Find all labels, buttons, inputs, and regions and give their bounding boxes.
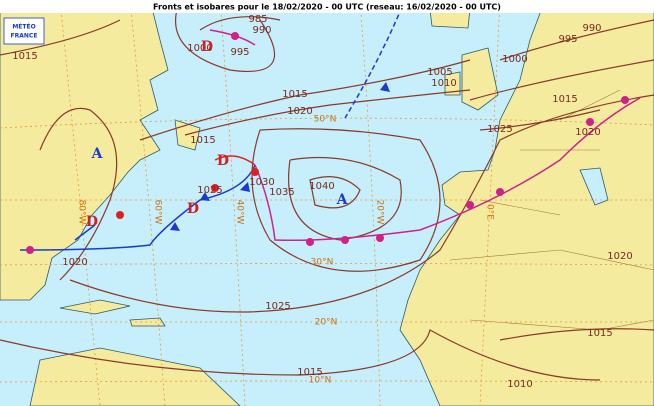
logo (3, 17, 45, 45)
title-bar (0, 0, 654, 13)
isobar-label: 1020 (287, 106, 312, 117)
isobar-label: 995 (558, 34, 577, 45)
latitude-label: 50°N (314, 115, 337, 125)
isobar-label: 1015 (282, 89, 307, 100)
isobar-label: 1040 (309, 181, 334, 192)
logo-text: FRANCE (11, 33, 38, 40)
isobar-label: 1015 (552, 94, 577, 105)
isobar-label: 1025 (265, 301, 290, 312)
isobar-label: 1025 (487, 124, 512, 135)
isobar-label: 1000 (187, 43, 212, 54)
pressure-center: A (91, 146, 104, 162)
isobar-label: 1030 (249, 177, 274, 188)
pressure-center: D (201, 39, 213, 55)
isobar-label: 1000 (502, 54, 527, 65)
longitude-label: 20°W (375, 200, 385, 225)
isobar-label: 1020 (62, 257, 87, 268)
isobar-label: 1025 (197, 185, 222, 196)
longitude-label: 40°W (235, 200, 245, 225)
logo-text: MÉTÉO (12, 23, 35, 31)
latitude-label: 10°N (309, 376, 332, 386)
isobar-label: 1015 (297, 367, 322, 378)
isobar-label: 1005 (427, 67, 452, 78)
fronts (19, 0, 641, 254)
latitude-label: 20°N (315, 318, 338, 328)
isobar-label: 1020 (575, 127, 600, 138)
isobar-label: 1015 (12, 51, 37, 62)
longitude-label: 0°E (485, 204, 495, 220)
latitude-label: 30°N (311, 258, 334, 268)
borders (449, 89, 654, 331)
longitude-label: 80°W (77, 200, 87, 225)
pressure-center: D (187, 201, 199, 217)
isobar-label: 995 (230, 47, 249, 58)
isobar-label: 1015 (190, 135, 215, 146)
pressure-center: A (336, 192, 349, 208)
isobar-label: 1020 (607, 251, 632, 262)
pressure-center: D (217, 153, 229, 169)
isobar-label: 985 (248, 14, 267, 25)
isobar-label: 1015 (587, 328, 612, 339)
isobar-label: 1010 (507, 379, 532, 390)
map-title: Fronts et isobares pour le 18/02/2020 - … (153, 3, 501, 12)
isobar-label: 990 (252, 25, 271, 36)
pressure-center: D (86, 214, 98, 230)
isobars (0, 0, 654, 381)
isobar-label: 1035 (269, 187, 294, 198)
isobar-label: 1010 (431, 78, 456, 89)
longitude-label: 60°W (153, 200, 163, 225)
isobar-label: 990 (582, 23, 601, 34)
